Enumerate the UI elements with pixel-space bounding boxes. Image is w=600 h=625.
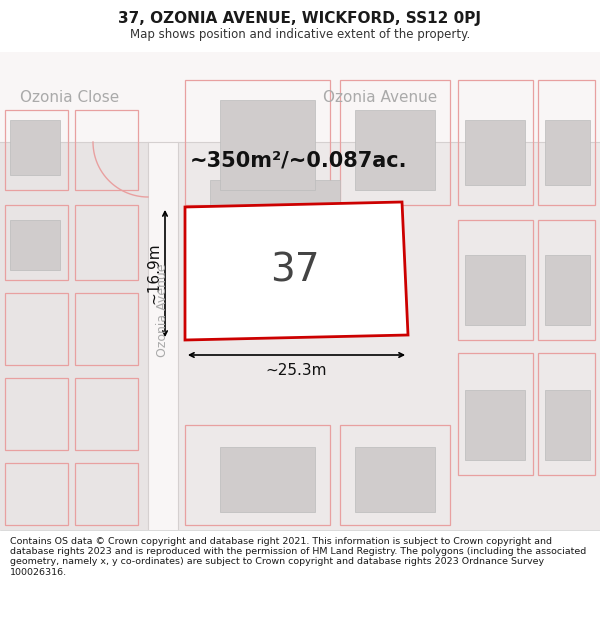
- Bar: [465, 120, 525, 185]
- Bar: [210, 180, 340, 295]
- Bar: [458, 220, 533, 340]
- Text: ~350m²/~0.087ac.: ~350m²/~0.087ac.: [190, 150, 407, 170]
- Bar: [75, 205, 138, 280]
- Bar: [340, 80, 450, 205]
- Bar: [545, 390, 590, 460]
- Bar: [465, 255, 525, 325]
- Text: 37: 37: [270, 252, 320, 290]
- Text: Ozonia Avenue: Ozonia Avenue: [157, 263, 170, 357]
- Bar: [538, 353, 595, 475]
- Bar: [220, 447, 315, 512]
- Bar: [185, 80, 330, 205]
- Bar: [458, 80, 533, 205]
- Bar: [75, 378, 138, 450]
- Bar: [5, 205, 68, 280]
- Bar: [545, 120, 590, 185]
- Text: Contains OS data © Crown copyright and database right 2021. This information is : Contains OS data © Crown copyright and d…: [10, 537, 586, 577]
- Bar: [148, 52, 178, 530]
- Bar: [220, 100, 315, 190]
- Bar: [10, 120, 60, 175]
- Bar: [465, 390, 525, 460]
- Bar: [10, 220, 60, 270]
- Bar: [0, 52, 600, 142]
- Text: Map shows position and indicative extent of the property.: Map shows position and indicative extent…: [130, 28, 470, 41]
- Bar: [5, 378, 68, 450]
- Text: 37, OZONIA AVENUE, WICKFORD, SS12 0PJ: 37, OZONIA AVENUE, WICKFORD, SS12 0PJ: [119, 11, 482, 26]
- Text: ~25.3m: ~25.3m: [266, 363, 327, 378]
- Bar: [538, 80, 595, 205]
- Bar: [538, 220, 595, 340]
- Bar: [545, 255, 590, 325]
- Bar: [185, 425, 330, 525]
- Text: Ozonia Close: Ozonia Close: [20, 89, 119, 104]
- Bar: [75, 293, 138, 365]
- Bar: [5, 463, 68, 525]
- Bar: [355, 110, 435, 190]
- Bar: [75, 110, 138, 190]
- Bar: [340, 425, 450, 525]
- Text: ~16.9m: ~16.9m: [146, 242, 161, 304]
- Bar: [5, 293, 68, 365]
- Text: Ozonia Avenue: Ozonia Avenue: [323, 89, 437, 104]
- Bar: [355, 447, 435, 512]
- Bar: [0, 142, 148, 530]
- Bar: [458, 353, 533, 475]
- Polygon shape: [185, 202, 408, 340]
- Bar: [5, 110, 68, 190]
- Bar: [75, 463, 138, 525]
